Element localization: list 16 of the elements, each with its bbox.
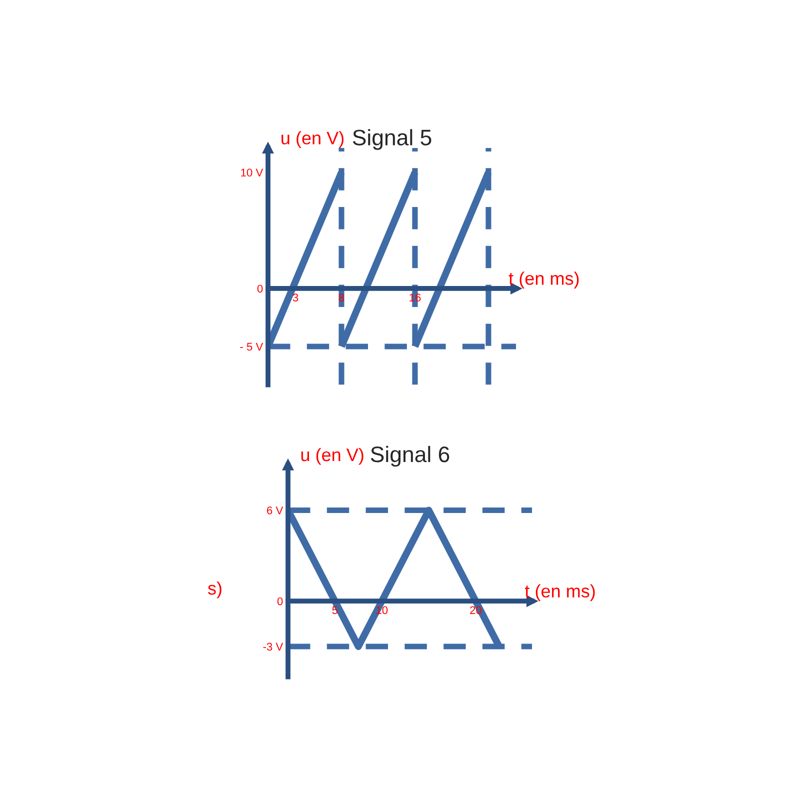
y-axis-title: u (en V) (282, 131, 344, 148)
y-axis-title: u (en V) (301, 448, 364, 465)
x-axis-title: t (en ms) (508, 272, 579, 288)
y-tick-label: - 5 V (240, 342, 264, 351)
y-tick-label: 0 (257, 284, 263, 293)
y-tick-label: 10 V (241, 168, 264, 177)
text: s) (208, 581, 222, 598)
x-tick-label: 8 (338, 294, 344, 302)
x-axis-title: t (en ms) (524, 584, 595, 602)
y-tick-label: 6 V (267, 506, 284, 514)
y-tick-label: -3 V (263, 642, 284, 651)
chart-title: Signal 5 (352, 129, 432, 150)
x-tick-label: 16 (410, 294, 421, 302)
y-tick-label: 0 (277, 597, 283, 606)
chart-title: Signal 6 (370, 446, 450, 467)
x-tick-label: 3 (292, 294, 298, 302)
